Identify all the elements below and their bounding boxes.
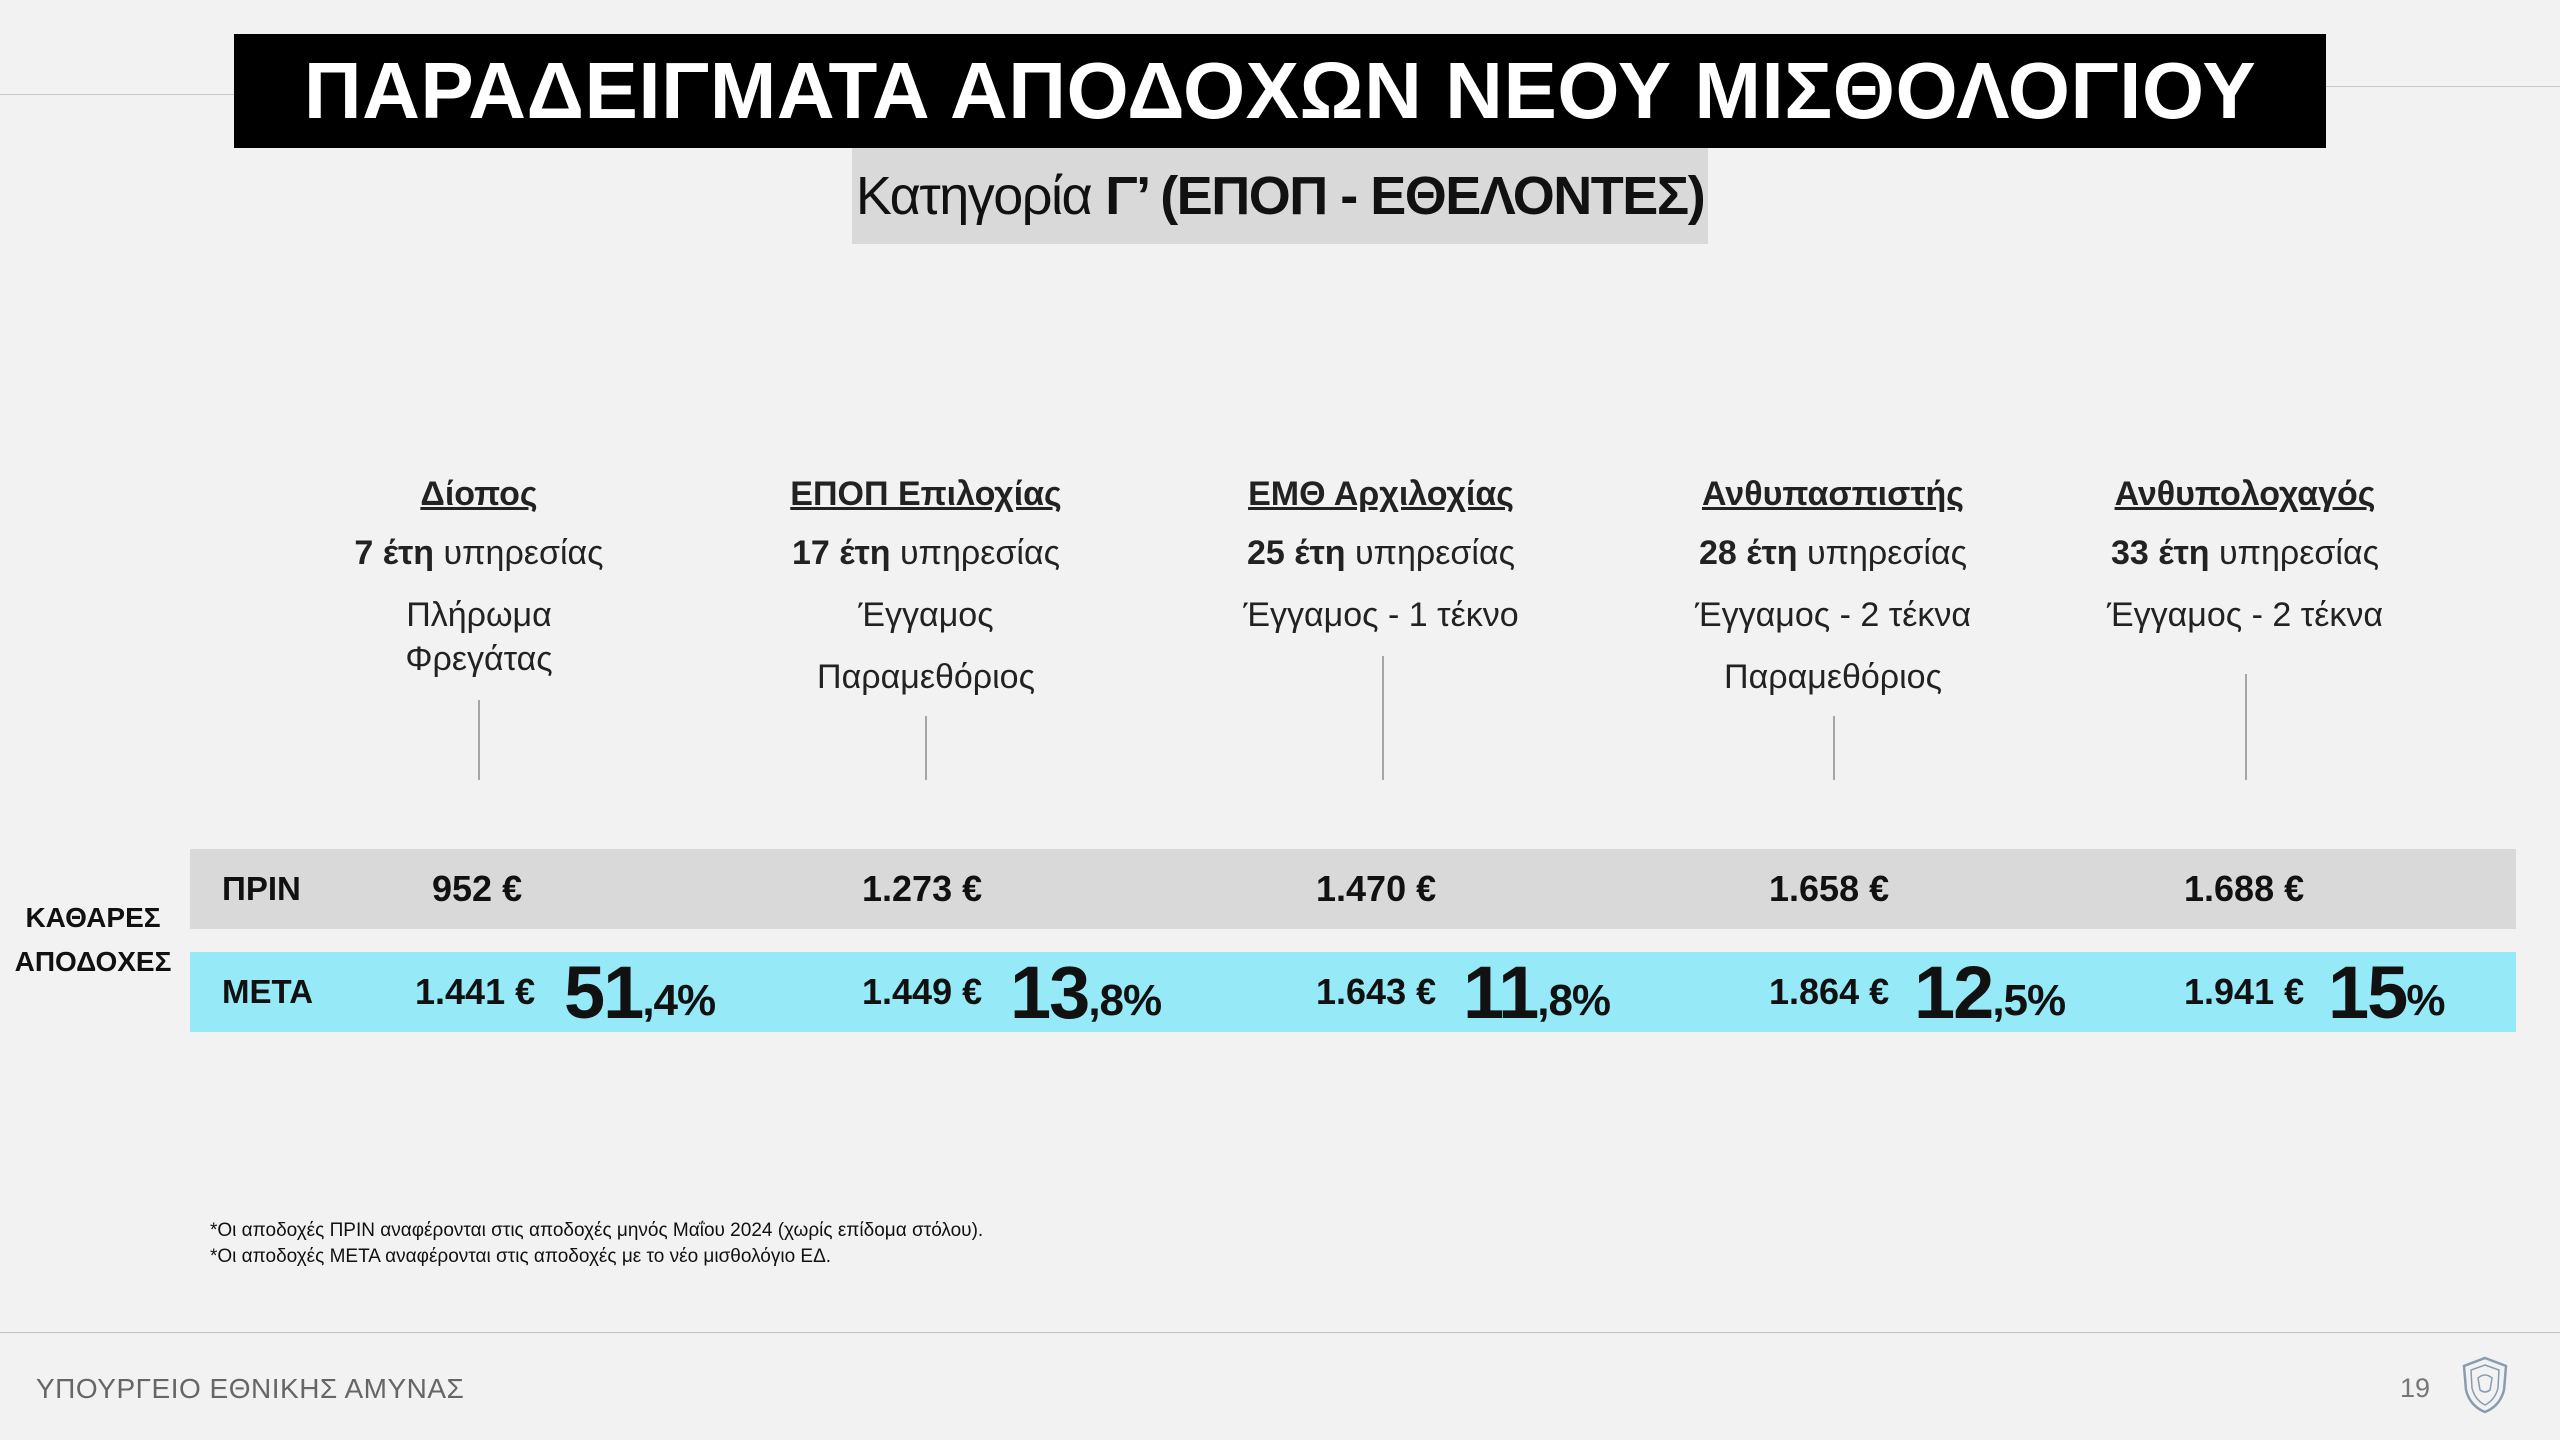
years-of-service: 7 έτη υπηρεσίας [354,534,604,572]
subtitle-category: Γ’ (ΕΠΟΠ - ΕΘΕΛΟΝΤΕΣ) [1105,166,1705,226]
increase-percent-3: 11,8% [1463,950,1611,1034]
subtitle-prefix: Κατηγορία [855,166,1093,226]
rank-name: Ανθυπολοχαγός [2114,475,2376,513]
before-value-1: 952 € [432,868,523,909]
increase-percent-1: 51,4% [564,950,716,1034]
page-number: 19 [2400,1373,2431,1403]
before-value-3: 1.470 € [1316,868,1437,909]
rank-name: Δίοπος [420,475,538,513]
years-of-service: 28 έτη υπηρεσίας [1698,534,1968,572]
years-of-service: 33 έτη υπηρεσίας [2110,534,2380,572]
connector-line-2 [925,716,927,780]
page-title-text: ΠΑΡΑΔΕΙΓΜΑΤΑ ΑΠΟΔΟΧΩΝ ΝΕΟΥ ΜΙΣΘΟΛΟΓΙΟΥ [303,46,2257,135]
connector-line-5 [2245,674,2247,780]
example-column-4: Ανθυπασπιστής 28 έτη υπηρεσίας Έγγαμος -… [1623,475,2043,717]
detail-text: Πλήρωμα Φρεγάτας [405,596,553,678]
page-title: ΠΑΡΑΔΕΙΓΜΑΤΑ ΑΠΟΔΟΧΩΝ ΝΕΟΥ ΜΙΣΘΟΛΟΓΙΟΥ [234,34,2326,148]
increase-percent-5: 15% [2328,950,2445,1034]
before-value-2: 1.273 € [862,868,983,909]
after-value-1: 1.441 € [415,971,536,1012]
connector-line-4 [1833,716,1835,780]
example-column-2: ΕΠΟΠ Επιλοχίας 17 έτη υπηρεσίας Έγγαμος … [716,475,1136,717]
footnote-before: *Οι αποδοχές ΠΡΙΝ αναφέρονται στις αποδο… [210,1220,984,1241]
example-column-5: Ανθυπολοχαγός 33 έτη υπηρεσίας Έγγαμος -… [2035,475,2455,655]
after-value-4: 1.864 € [1769,971,1890,1012]
detail-text: Έγγαμος - 1 τέκνο [1243,596,1519,634]
before-row-label: ΠΡΙΝ [222,870,301,907]
top-right-rule [2326,86,2560,87]
ministry-name: ΥΠΟΥΡΓΕΙΟ ΕΘΝΙΚΗΣ ΑΜΥΝΑΣ [36,1373,465,1404]
after-value-3: 1.643 € [1316,971,1437,1012]
footer-rule [0,1332,2560,1333]
rank-name: ΕΜΘ Αρχιλοχίας [1248,475,1514,513]
category-subtitle: Κατηγορία Γ’ (ΕΠΟΠ - ΕΘΕΛΟΝΤΕΣ) [852,148,1708,244]
detail-text: Έγγαμος [858,596,994,634]
top-left-rule [0,94,234,95]
increase-percent-4: 12,5% [1914,950,2066,1034]
before-value-4: 1.658 € [1769,868,1890,909]
years-of-service: 25 έτη υπηρεσίας [1246,534,1516,572]
net-earnings-label: ΚΑΘΑΡΕΣ ΑΠΟΔΟΧΕΣ [14,902,172,977]
detail-text: Έγγαμος - 2 τέκνα [1694,596,1972,634]
example-column-1: Δίοπος 7 έτη υπηρεσίας Πλήρωμα Φρεγάτας [269,475,689,699]
detail-text: Παραμεθόριος [1724,658,1942,696]
example-column-3: ΕΜΘ Αρχιλοχίας 25 έτη υπηρεσίας Έγγαμος … [1171,475,1591,655]
after-row-label: ΜΕΤΑ [222,973,314,1010]
after-value-2: 1.449 € [862,971,983,1012]
connector-line-3 [1382,656,1384,780]
rank-name: ΕΠΟΠ Επιλοχίας [790,475,1062,513]
footnote-after: *Οι αποδοχές ΜΕΤΑ αναφέρονται στις αποδο… [210,1246,832,1267]
connector-line-1 [478,700,480,780]
years-of-service: 17 έτη υπηρεσίας [791,534,1061,572]
detail-text: Έγγαμος - 2 τέκνα [2106,596,2384,634]
after-row-band [190,952,2516,1032]
before-value-5: 1.688 € [2184,868,2305,909]
detail-text: Παραμεθόριος [817,658,1035,696]
ministry-shield-icon [2462,1356,2508,1414]
footnotes: *Οι αποδοχές ΠΡΙΝ αναφέρονται στις αποδο… [210,1218,983,1270]
after-value-5: 1.941 € [2184,971,2305,1012]
increase-percent-2: 13,8% [1010,950,1162,1034]
before-row-band [190,849,2516,929]
rank-name: Ανθυπασπιστής [1702,475,1964,513]
